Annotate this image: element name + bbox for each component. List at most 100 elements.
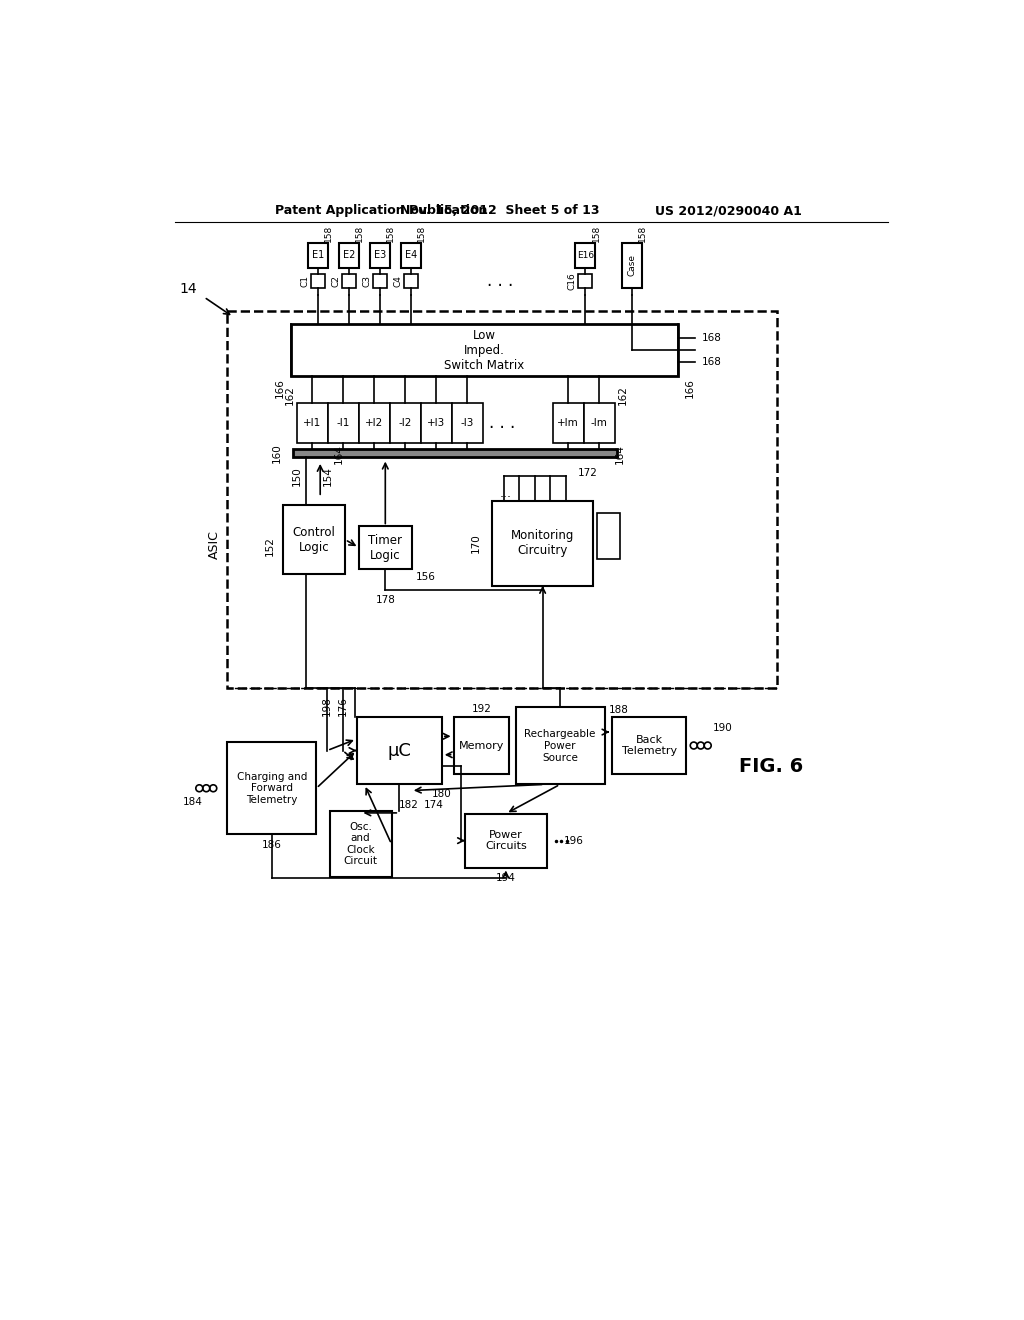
Text: E4: E4 [404, 251, 417, 260]
Bar [584, 404, 614, 444]
Bar [328, 404, 359, 444]
Text: 174: 174 [424, 800, 444, 810]
Text: 166: 166 [274, 378, 285, 397]
Bar [553, 404, 584, 444]
Text: 170: 170 [471, 533, 480, 553]
Text: 158: 158 [325, 226, 333, 243]
Text: C16: C16 [567, 272, 577, 289]
Text: . . .: . . . [486, 272, 513, 290]
Bar [342, 275, 356, 288]
Bar [227, 312, 777, 688]
Text: 158: 158 [386, 226, 395, 243]
Text: 182: 182 [399, 800, 419, 810]
Bar [575, 243, 595, 268]
Text: 14: 14 [179, 282, 198, 296]
Text: ASIC: ASIC [208, 531, 221, 560]
Text: 180: 180 [432, 788, 452, 799]
Text: 164: 164 [334, 444, 343, 465]
Text: 172: 172 [578, 467, 597, 478]
Bar [227, 742, 316, 834]
Bar [400, 243, 421, 268]
Bar [403, 275, 418, 288]
Text: 192: 192 [471, 704, 492, 714]
Text: μC: μC [387, 742, 412, 759]
Bar [597, 512, 621, 558]
Text: +I2: +I2 [366, 418, 384, 428]
Text: -I2: -I2 [398, 418, 412, 428]
Text: 188: 188 [608, 705, 629, 715]
Text: -I3: -I3 [461, 418, 474, 428]
Text: Memory: Memory [459, 741, 504, 751]
Text: 160: 160 [271, 444, 282, 463]
Bar [359, 404, 390, 444]
Text: Nov. 15, 2012  Sheet 5 of 13: Nov. 15, 2012 Sheet 5 of 13 [400, 205, 600, 218]
Bar [339, 243, 359, 268]
Text: E3: E3 [374, 251, 386, 260]
Bar [330, 812, 391, 876]
Text: E1: E1 [311, 251, 324, 260]
Text: 152: 152 [265, 536, 275, 557]
Bar [370, 243, 390, 268]
Text: Low
Imped.
Switch Matrix: Low Imped. Switch Matrix [444, 329, 524, 372]
Text: 194: 194 [496, 874, 516, 883]
Text: Monitoring
Circuitry: Monitoring Circuitry [511, 529, 574, 557]
Text: . . .: . . . [489, 414, 515, 432]
Bar [390, 404, 421, 444]
Text: -I1: -I1 [337, 418, 350, 428]
Text: 158: 158 [417, 226, 426, 243]
Text: US 2012/0290040 A1: US 2012/0290040 A1 [655, 205, 802, 218]
Text: 184: 184 [182, 797, 203, 807]
Text: 168: 168 [701, 358, 721, 367]
Text: C4: C4 [393, 275, 402, 286]
Text: 158: 158 [355, 226, 365, 243]
Text: Control
Logic: Control Logic [293, 525, 336, 553]
Text: +I1: +I1 [303, 418, 322, 428]
Text: 198: 198 [323, 696, 332, 715]
Text: 190: 190 [713, 723, 733, 733]
Text: 150: 150 [292, 466, 302, 486]
Bar [579, 275, 592, 288]
Text: 168: 168 [701, 333, 721, 343]
Text: E2: E2 [343, 251, 355, 260]
Text: Timer
Logic: Timer Logic [369, 533, 402, 561]
Bar [291, 323, 678, 376]
Text: Patent Application Publication: Patent Application Publication [275, 205, 487, 218]
Text: 164: 164 [614, 444, 625, 465]
Text: 162: 162 [285, 385, 295, 405]
Text: Back
Telemetry: Back Telemetry [622, 735, 677, 756]
Bar [283, 506, 345, 574]
Bar [612, 717, 686, 775]
Text: 158: 158 [638, 226, 647, 243]
Bar [454, 717, 509, 775]
Text: 178: 178 [376, 594, 395, 605]
Text: E16: E16 [577, 251, 594, 260]
Text: 162: 162 [617, 385, 628, 405]
Text: 196: 196 [563, 836, 584, 846]
Text: Osc.
and
Clock
Circuit: Osc. and Clock Circuit [343, 821, 378, 866]
Bar [359, 527, 412, 569]
Bar [421, 404, 452, 444]
Text: 176: 176 [338, 696, 348, 715]
Bar [465, 813, 547, 867]
Text: C2: C2 [331, 275, 340, 286]
Bar [373, 275, 387, 288]
Bar [515, 708, 604, 784]
Bar [297, 404, 328, 444]
Bar [356, 717, 442, 784]
Bar [493, 502, 593, 586]
Text: 158: 158 [592, 226, 601, 243]
Bar [452, 404, 483, 444]
Text: 154: 154 [323, 466, 333, 486]
Text: Charging and
Forward
Telemetry: Charging and Forward Telemetry [237, 772, 307, 805]
Text: 156: 156 [416, 572, 435, 582]
Bar [622, 243, 642, 288]
Bar [308, 243, 328, 268]
Text: ...: ... [500, 487, 512, 500]
Text: 186: 186 [262, 841, 282, 850]
Text: -Im: -Im [591, 418, 607, 428]
Text: Case: Case [628, 255, 636, 276]
Text: Rechargeable
Power
Source: Rechargeable Power Source [524, 730, 596, 763]
Bar [311, 275, 325, 288]
Text: +Im: +Im [557, 418, 580, 428]
Text: C3: C3 [362, 275, 372, 286]
